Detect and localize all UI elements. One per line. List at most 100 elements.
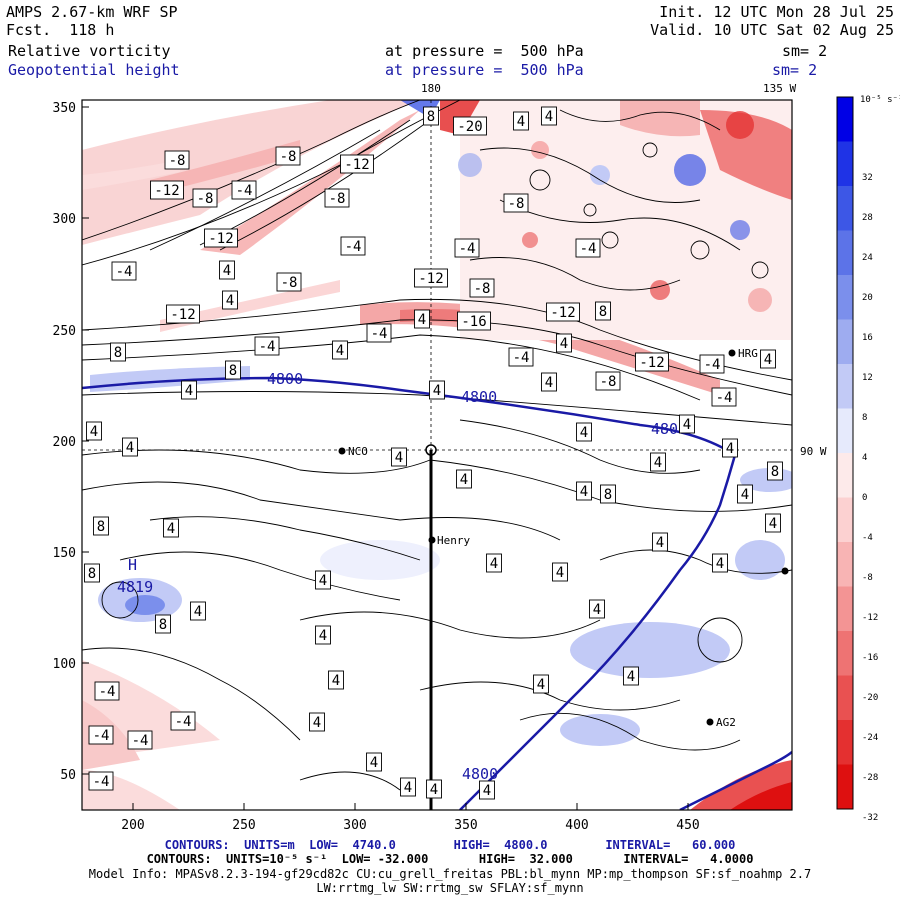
colorbar-label: 24	[862, 253, 873, 263]
vorticity-label: 4	[541, 106, 557, 126]
height-contour-4800	[82, 376, 792, 810]
vorticity-label: -4	[88, 771, 114, 791]
vorticity-label: -4	[575, 238, 601, 258]
height-labels: 4800 4800 4800 4800 H 4819	[117, 370, 687, 783]
vorticity-label: -12	[635, 352, 669, 372]
vorticity-label: -12	[414, 268, 448, 288]
colorbar-label: 4	[862, 453, 867, 463]
svg-text:4: 4	[593, 602, 601, 618]
vorticity-label: -16	[457, 311, 491, 331]
valid-time: Valid. 10 UTC Sat 02 Aug 25	[650, 21, 894, 39]
svg-text:4: 4	[90, 424, 98, 440]
vorticity-label: 4	[86, 421, 102, 441]
station-marker-nco	[338, 447, 346, 455]
station-label-nco: NCO	[348, 445, 368, 458]
svg-text:-4: -4	[236, 183, 253, 199]
svg-text:4: 4	[560, 336, 568, 352]
colorbar-label: -32	[862, 813, 878, 823]
svg-text:4: 4	[433, 383, 441, 399]
vorticity-label: -12	[546, 302, 580, 322]
svg-text:4: 4	[741, 487, 749, 503]
svg-text:4: 4	[319, 628, 327, 644]
vorticity-label: 4	[679, 414, 695, 434]
svg-text:4: 4	[517, 114, 525, 130]
colorbar-label: 32	[862, 173, 873, 183]
init-time: Init. 12 UTC Mon 28 Jul 25	[659, 3, 894, 21]
svg-text:4: 4	[683, 417, 691, 433]
vorticity-label: -8	[324, 188, 350, 208]
vorticity-label: 4	[219, 260, 235, 280]
svg-text:4: 4	[656, 535, 664, 551]
svg-text:8: 8	[427, 109, 435, 125]
svg-text:8: 8	[771, 464, 779, 480]
vorticity-label: -4	[94, 681, 120, 701]
field1-name: Relative vorticity	[8, 42, 171, 60]
svg-text:8: 8	[159, 617, 167, 633]
svg-text:-4: -4	[704, 357, 721, 373]
x-tick-label: 300	[343, 818, 366, 833]
footer-vort-contours: CONTOURS: UNITS=10⁻⁵ s⁻¹ LOW= -32.000 HI…	[146, 852, 754, 866]
svg-text:-12: -12	[170, 307, 195, 323]
station-marker-ag2	[706, 718, 714, 726]
svg-text:4: 4	[654, 455, 662, 471]
svg-text:-12: -12	[208, 231, 233, 247]
svg-text:4: 4	[545, 109, 553, 125]
y-tick-label: 300	[53, 212, 76, 227]
vorticity-label: -8	[275, 146, 301, 166]
x-axis: 200 250 300 350 400 450	[121, 803, 700, 833]
vorticity-label: 4	[315, 570, 331, 590]
svg-text:4: 4	[627, 669, 635, 685]
colorbar-swatch	[837, 497, 853, 542]
vorticity-label: -4	[127, 730, 153, 750]
colorbar-label: -12	[862, 613, 878, 623]
field2-name: Geopotential height	[8, 61, 180, 79]
colorbar-label: 0	[862, 493, 867, 503]
svg-text:-12: -12	[344, 157, 369, 173]
svg-text:-4: -4	[93, 728, 110, 744]
vorticity-label: 4	[765, 513, 781, 533]
vorticity-label: 4	[712, 553, 728, 573]
svg-text:8: 8	[229, 363, 237, 379]
svg-text:4: 4	[460, 472, 468, 488]
x-tick-label: 400	[565, 818, 588, 833]
colorbar-swatch	[837, 586, 853, 631]
svg-text:-12: -12	[550, 305, 575, 321]
vorticity-label: 4	[576, 481, 592, 501]
vorticity-label: 4	[181, 380, 197, 400]
y-tick-label: 100	[53, 657, 76, 672]
vorticity-label: 4	[556, 333, 572, 353]
pole-marker	[425, 444, 437, 456]
colorbar-swatch	[837, 453, 853, 498]
vorticity-label: -4	[366, 323, 392, 343]
colorbar-label: -16	[862, 653, 878, 663]
colorbar-swatch	[837, 364, 853, 409]
vorticity-label: 4	[552, 562, 568, 582]
svg-text:4: 4	[370, 755, 378, 771]
forecast-hour: Fcst. 118 h	[6, 21, 115, 39]
vorticity-label: 4	[486, 553, 502, 573]
colorbar-swatch	[837, 141, 853, 186]
vorticity-label: 4	[533, 674, 549, 694]
lon-label-180: 180	[421, 82, 441, 95]
svg-text:-8: -8	[280, 149, 297, 165]
svg-text:4: 4	[404, 780, 412, 796]
vorticity-label: 8	[767, 461, 783, 481]
svg-text:-8: -8	[329, 191, 346, 207]
svg-text:4: 4	[395, 450, 403, 466]
vorticity-label: 4	[414, 309, 430, 329]
field1-smoothing: sm= 2	[782, 42, 828, 60]
colorbar-label: 8	[862, 413, 867, 423]
vorticity-label: 4	[366, 752, 382, 772]
vorticity-label: 4	[190, 601, 206, 621]
vorticity-label: 4	[623, 666, 639, 686]
svg-text:-8: -8	[169, 153, 186, 169]
svg-text:-4: -4	[345, 239, 362, 255]
vorticity-label: 8	[600, 484, 616, 504]
vorticity-label: -8	[595, 371, 621, 391]
svg-text:-16: -16	[461, 314, 486, 330]
vorticity-label: -4	[88, 725, 114, 745]
svg-text:-4: -4	[580, 241, 597, 257]
vorticity-label: 4	[391, 447, 407, 467]
field1-level: at pressure = 500 hPa	[385, 42, 584, 60]
